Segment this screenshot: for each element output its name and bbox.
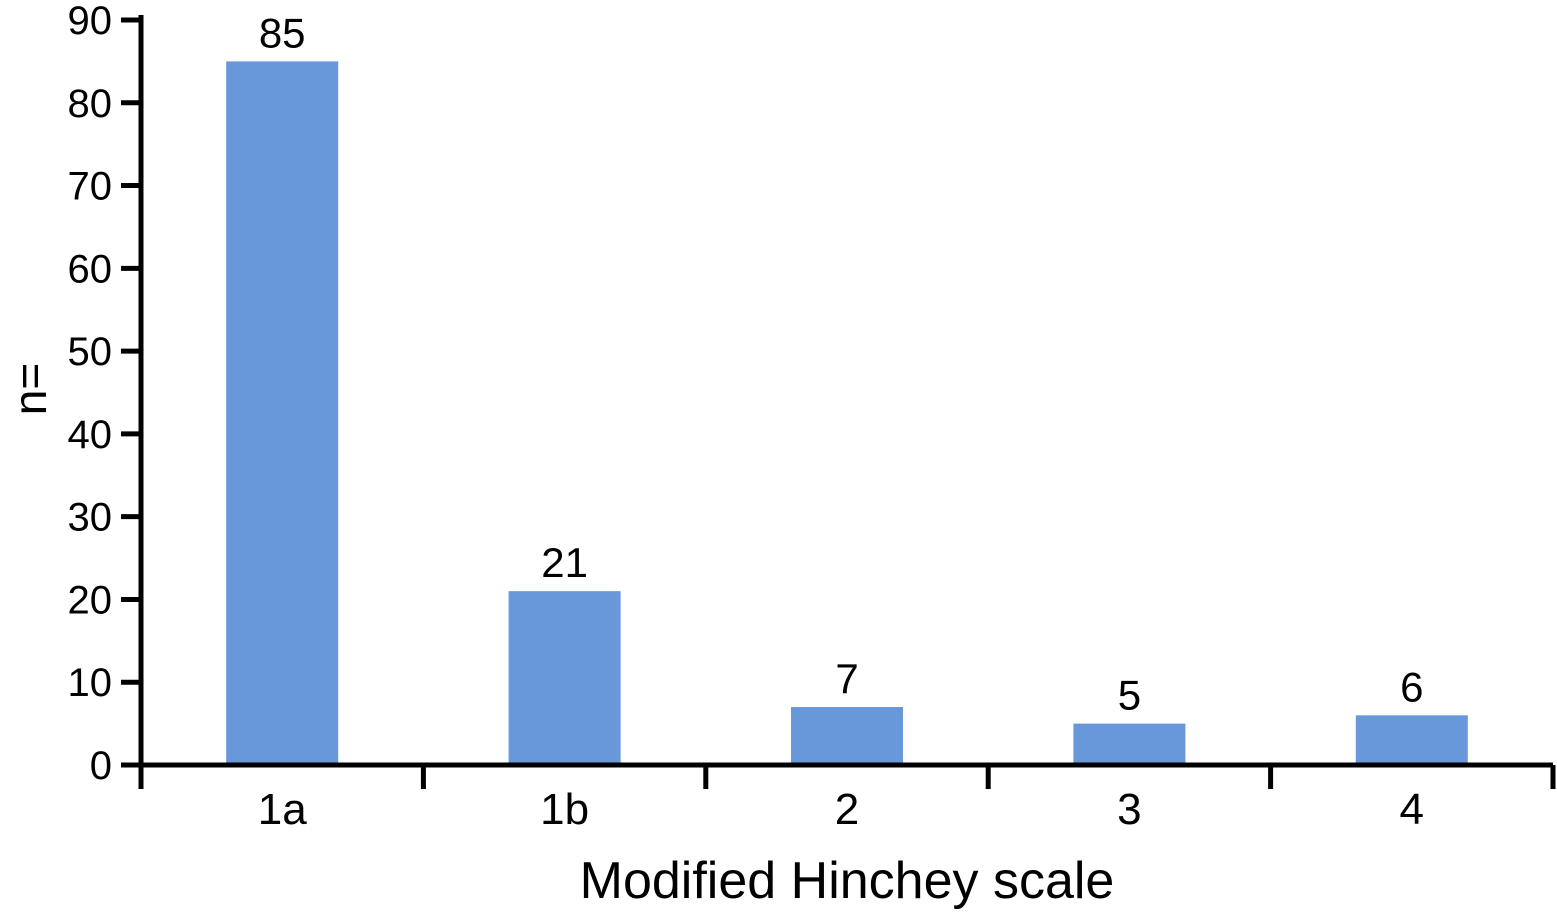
y-tick-label: 50 bbox=[68, 330, 113, 374]
y-tick-label: 20 bbox=[68, 578, 113, 622]
x-category-label: 3 bbox=[1117, 785, 1141, 834]
bar-value-label: 6 bbox=[1400, 663, 1423, 710]
bar-value-label: 7 bbox=[835, 655, 858, 702]
bar bbox=[1073, 723, 1186, 765]
y-tick-label: 10 bbox=[68, 661, 113, 705]
bar bbox=[791, 707, 903, 765]
axes-layer bbox=[121, 15, 1556, 789]
labels-layer: 0 10 20 30 40 50 60 70 80 90 85 1a 21 1b 7 2 5 3 6 4 bbox=[68, 0, 1425, 834]
y-tick-label: 0 bbox=[90, 744, 112, 788]
bar bbox=[1355, 715, 1468, 765]
x-category-label: 1a bbox=[258, 785, 307, 834]
y-tick-label: 70 bbox=[68, 165, 113, 209]
x-category-label: 2 bbox=[835, 785, 859, 834]
x-category-label: 4 bbox=[1400, 785, 1424, 834]
bar bbox=[226, 61, 339, 765]
y-axis-title: n= bbox=[4, 363, 56, 415]
bar-value-label: 21 bbox=[541, 539, 588, 586]
bar bbox=[508, 591, 621, 765]
bar-value-label: 5 bbox=[1118, 672, 1141, 719]
x-axis-title: Modified Hinchey scale bbox=[580, 852, 1115, 910]
bars-layer bbox=[226, 61, 1468, 765]
y-tick-label: 60 bbox=[68, 247, 113, 291]
y-tick-label: 40 bbox=[68, 413, 113, 457]
y-tick-label: 90 bbox=[68, 0, 113, 43]
x-category-label: 1b bbox=[540, 785, 589, 834]
y-tick-label: 30 bbox=[68, 496, 113, 540]
y-tick-label: 80 bbox=[68, 82, 113, 126]
bar-value-label: 85 bbox=[259, 9, 306, 56]
